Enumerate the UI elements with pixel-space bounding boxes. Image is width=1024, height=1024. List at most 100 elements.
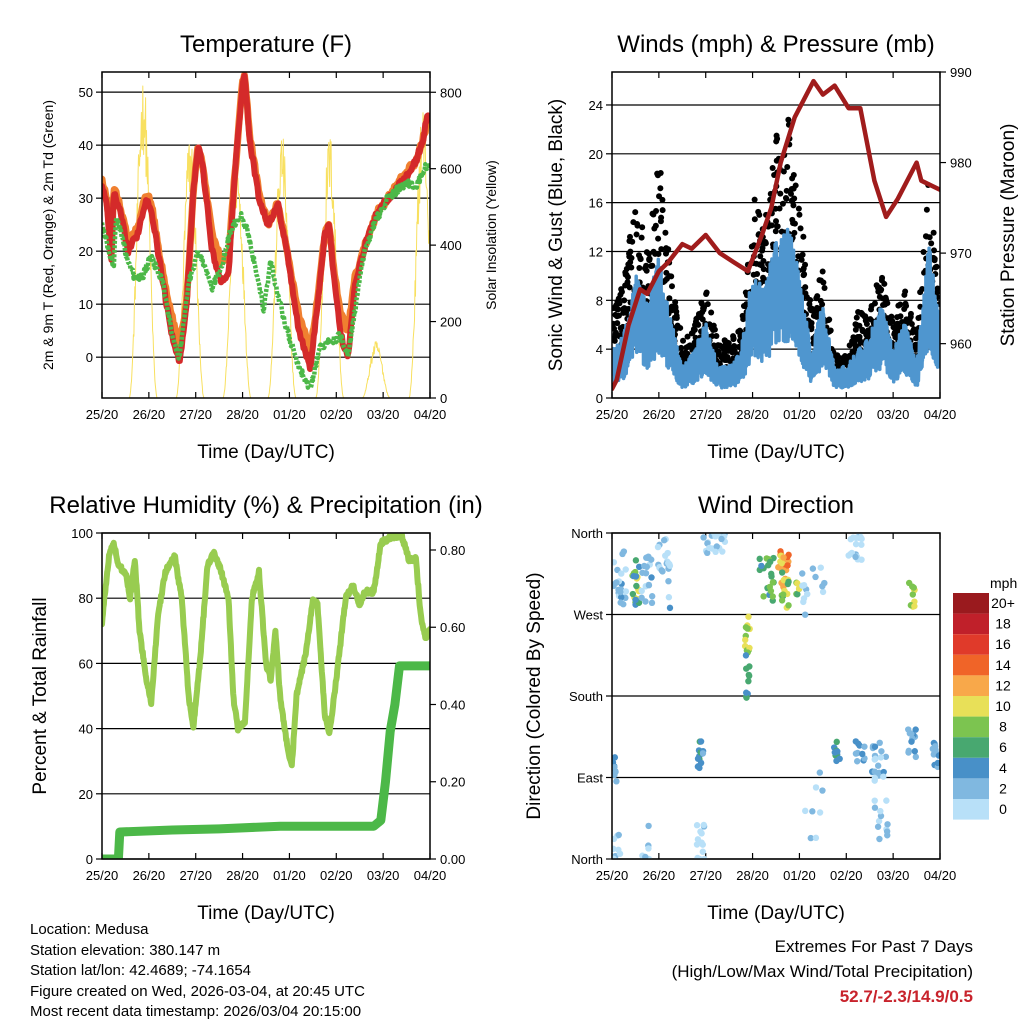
gust-point: [784, 163, 791, 170]
gust-point: [662, 229, 669, 236]
wind-direction-point: [699, 841, 706, 848]
gust-point: [759, 245, 766, 252]
chart-title: Temperature (F): [180, 31, 352, 58]
wind-direction-point: [809, 808, 816, 815]
wind-direction-point: [612, 855, 617, 859]
gust-point: [668, 283, 675, 290]
y-right-tick-label: 0.40: [440, 697, 465, 712]
gust-point: [930, 229, 937, 236]
wind-direction-point: [699, 848, 707, 855]
wind-direction-point: [871, 777, 878, 784]
wind-direction-point: [794, 580, 801, 587]
gust-point: [820, 279, 827, 286]
colorbar-swatch: [953, 593, 989, 614]
gust-point: [919, 286, 926, 293]
wind-direction-point: [819, 588, 827, 596]
x-tick-label: 03/20: [367, 407, 400, 422]
wind-direction-point: [801, 611, 809, 618]
wind-direction-point: [836, 755, 843, 763]
x-tick-label: 01/20: [273, 868, 306, 883]
gust-point: [638, 234, 645, 241]
x-tick-label: 27/20: [179, 407, 212, 422]
gust-point: [625, 305, 632, 312]
x-tick-label: 01/20: [783, 868, 816, 883]
wind-direction-point: [882, 753, 890, 760]
wind-direction-point: [861, 743, 868, 750]
wind-direction-point: [742, 652, 750, 659]
gust-point: [776, 205, 783, 212]
y-right-tick-label: 960: [950, 337, 972, 352]
extremes-block: Extremes For Past 7 Days (High/Low/Max W…: [672, 934, 973, 1009]
wind-direction-point: [911, 748, 918, 755]
wind-direction-point: [816, 769, 824, 776]
gust-point: [780, 168, 787, 175]
y-axis-label: 2m & 9m T (Red, Orange) & 2m Td (Green): [40, 100, 56, 370]
colorbar-label: 14: [995, 657, 1011, 673]
y-tick-label: 40: [79, 722, 93, 737]
gust-point: [826, 316, 833, 323]
x-tick-label: 02/20: [830, 407, 863, 422]
x-tick-label: 28/20: [736, 868, 769, 883]
wind-direction-point: [700, 821, 707, 829]
gust-point: [774, 135, 781, 142]
gust-point: [902, 288, 909, 295]
wind-direction-point: [743, 694, 750, 701]
solar-insolation-line: [315, 139, 345, 398]
wind-direction-point: [858, 535, 865, 543]
wind-direction-point: [616, 850, 624, 857]
gust-point: [632, 209, 639, 216]
wind-direction-point: [858, 541, 865, 548]
gust-point: [928, 240, 935, 247]
wind-direction-point: [780, 554, 787, 561]
x-axis-label: Time (Day/UTC): [707, 442, 845, 463]
x-tick-label: 02/20: [320, 407, 353, 422]
wind-direction-point: [816, 809, 824, 816]
gust-point: [762, 240, 769, 247]
wind-direction-point: [700, 534, 707, 541]
gust-point: [614, 320, 621, 327]
wind-direction-point: [622, 588, 630, 595]
gust-point: [624, 274, 631, 281]
wind-direction-point: [905, 747, 912, 755]
x-tick-label: 26/20: [133, 868, 166, 883]
gust-point: [772, 228, 779, 235]
wind-direction-point: [908, 738, 915, 745]
gust-point: [659, 207, 666, 214]
wind-direction-point: [905, 579, 913, 587]
wind-direction-point: [799, 582, 806, 589]
plot-frame: [101, 532, 431, 860]
gust-point: [926, 234, 933, 241]
x-tick-label: 27/20: [179, 868, 212, 883]
gust-point: [618, 288, 625, 295]
gust-point: [629, 238, 636, 245]
wind-direction-point: [612, 559, 618, 566]
wind-direction-point: [859, 750, 866, 758]
y-right-tick-label: 600: [440, 162, 462, 177]
plot-area: [612, 78, 940, 392]
y-tick-label: North: [571, 526, 603, 541]
gust-point: [628, 255, 635, 262]
wind-direction-point: [630, 572, 637, 580]
station-info: Location: Medusa Station elevation: 380.…: [30, 920, 365, 1023]
x-tick-label: 26/20: [643, 868, 676, 883]
gust-point: [627, 248, 634, 255]
wind-direction-point: [693, 841, 701, 848]
series-2m-dewpoint: [102, 160, 430, 391]
y-tick-label: 24: [589, 98, 603, 113]
panel-winds: Winds (mph) & Pressure (mb) Time (Day/UTC…: [589, 31, 972, 463]
wind-direction-point: [639, 569, 646, 576]
gust-point: [797, 225, 804, 232]
chart-title: Winds (mph) & Pressure (mb): [617, 31, 934, 58]
y-tick-label: 0: [86, 852, 93, 867]
wind-direction-point: [718, 535, 725, 543]
colorbar-swatch: [953, 634, 989, 655]
wind-direction-point: [769, 593, 776, 600]
x-tick-label: 28/20: [736, 407, 769, 422]
gust-point: [814, 293, 821, 300]
wind-direction-point: [618, 570, 625, 577]
x-axis-label: Time (Day/UTC): [197, 442, 335, 463]
gust-point: [884, 300, 891, 307]
wind-direction-point: [794, 591, 801, 598]
gust-point: [798, 256, 805, 263]
y-right-tick-label: 400: [440, 238, 462, 253]
